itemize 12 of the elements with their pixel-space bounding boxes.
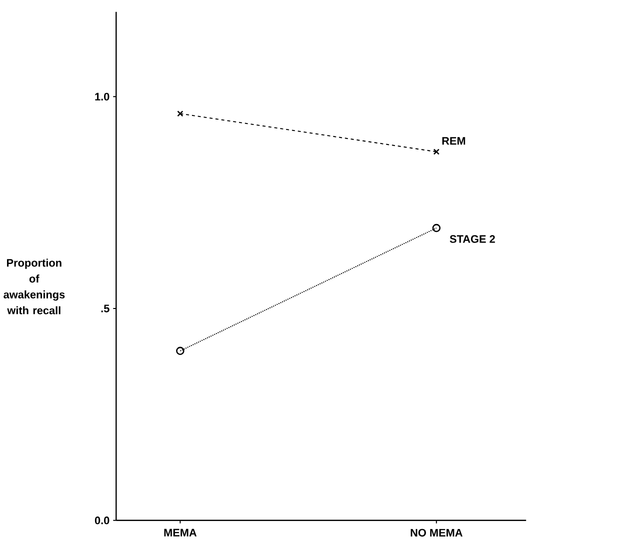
- y-axis-title: Proportion of awakenings with recall: [4, 258, 65, 314]
- x-tick-label: NO MEMA: [410, 528, 462, 536]
- y-tick-label: .5: [101, 304, 110, 312]
- x-tick-label: MEMA: [164, 528, 197, 536]
- series-label: STAGE 2: [450, 235, 495, 243]
- point: [432, 224, 441, 232]
- y-tick-label: 1.0: [95, 92, 110, 100]
- series-label: REM: [442, 136, 466, 144]
- point: [177, 110, 184, 117]
- point: [433, 148, 440, 155]
- y-tick-label: 0.0: [94, 516, 110, 524]
- point: [176, 346, 184, 355]
